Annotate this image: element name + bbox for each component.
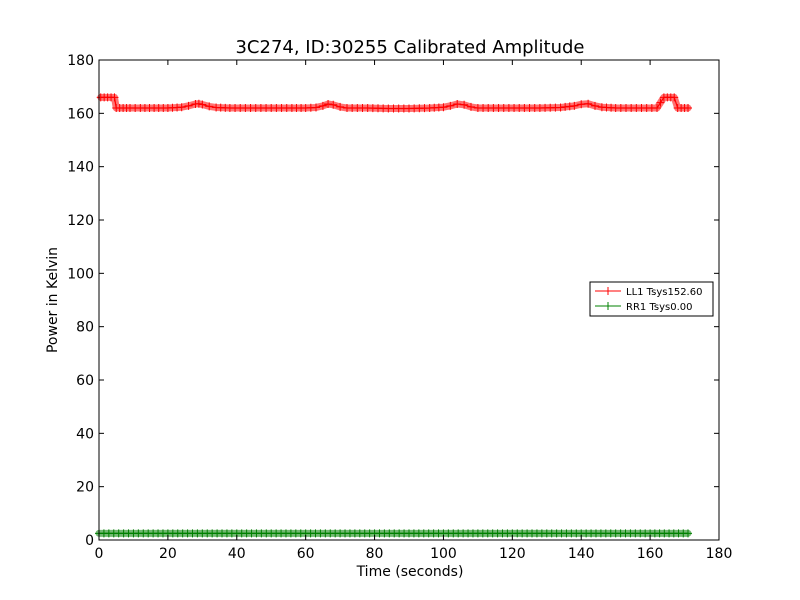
series-0-point <box>684 104 692 112</box>
y-tick-label: 140 <box>67 160 94 176</box>
series-0-point <box>570 101 579 110</box>
y-tick-label: 20 <box>76 480 94 496</box>
series-0-point <box>561 102 570 111</box>
tick-layer: 0 20 40 60 80 100 120 140 160 180 0 20 40 60 80 100 120 1… <box>67 53 732 562</box>
series-0-point <box>198 100 207 109</box>
x-axis-label: Time (seconds) <box>356 564 464 580</box>
series-0-point <box>439 103 448 112</box>
series-0-point <box>336 102 345 111</box>
series-0-point <box>460 100 469 109</box>
chart-title: 3C274, ID:30255 Calibrated Amplitude <box>235 37 584 58</box>
legend: LL1 Tsys152.60 RR1 Tsys0.00 <box>589 281 714 317</box>
y-tick-label: 80 <box>76 320 94 336</box>
plot-frame <box>98 59 720 541</box>
legend-label-rr1: RR1 Tsys0.00 <box>626 302 693 313</box>
series-0-point <box>670 93 679 102</box>
series-layer <box>95 93 692 538</box>
legend-label-ll1: LL1 Tsys152.60 <box>626 287 702 298</box>
x-tick-label: 120 <box>499 546 526 562</box>
series-0-point <box>194 99 203 108</box>
series-1-point <box>684 529 692 538</box>
series-0-point <box>110 93 119 102</box>
x-tick-label: 20 <box>159 546 177 562</box>
series-0-point <box>565 102 574 111</box>
x-tick-label: 160 <box>637 546 664 562</box>
series-0-point <box>329 100 338 109</box>
series-0-point <box>205 102 214 111</box>
series-0-point <box>318 101 327 110</box>
legend-box <box>589 281 714 317</box>
y-tick-label: 100 <box>67 266 94 282</box>
series-0-point <box>591 101 599 110</box>
series-0-point <box>653 104 661 112</box>
series-0-point <box>324 100 333 108</box>
x-tick-label: 100 <box>430 546 457 562</box>
series-0-point <box>312 103 320 112</box>
x-tick-label: 140 <box>568 546 595 562</box>
series-0 <box>96 93 692 113</box>
x-tick-label: 60 <box>297 546 315 562</box>
series-0-point <box>467 102 475 111</box>
series-0-point <box>656 98 665 107</box>
y-axis-label: Power in Kelvin <box>45 247 61 353</box>
x-tick-label: 180 <box>706 546 733 562</box>
y-tick-label: 0 <box>85 533 94 549</box>
y-tick-label: 180 <box>67 53 94 69</box>
y-tick-label: 160 <box>67 106 94 122</box>
series-0-point <box>577 100 586 109</box>
x-tick-label: 80 <box>366 546 384 562</box>
y-tick-label: 120 <box>67 213 94 229</box>
series-0-point <box>177 103 186 112</box>
x-tick-label: 0 <box>95 546 104 562</box>
series-0-point <box>446 101 455 110</box>
series-0-point <box>184 101 193 110</box>
series-0-point <box>453 100 462 108</box>
y-tick-label: 60 <box>76 373 94 389</box>
y-tick-label: 40 <box>76 426 94 442</box>
series-0-point <box>556 103 565 112</box>
x-tick-label: 40 <box>228 546 246 562</box>
series-0-point <box>584 99 593 108</box>
series-1 <box>95 529 692 538</box>
